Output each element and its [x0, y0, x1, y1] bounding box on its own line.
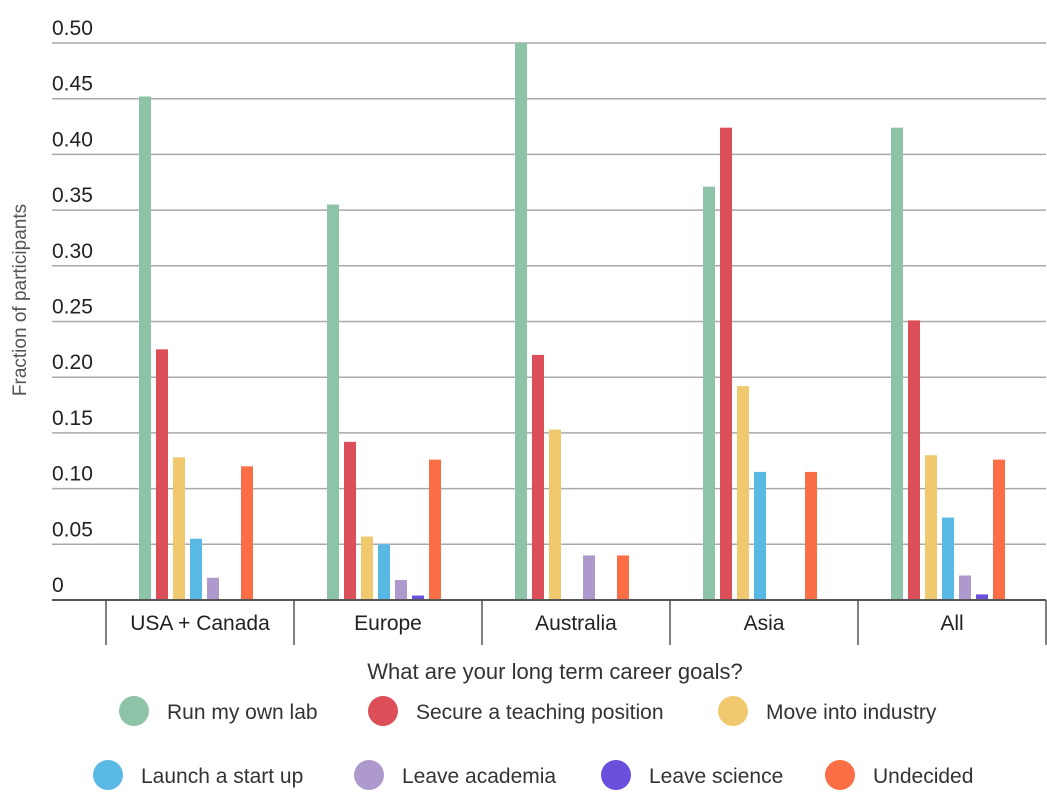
bar: [207, 577, 219, 600]
bar: [720, 127, 732, 600]
legend-swatch: [119, 696, 149, 726]
y-tick-label: 0.20: [52, 351, 93, 374]
bar: [190, 538, 202, 600]
legend-swatch: [93, 760, 123, 790]
legend-swatch: [601, 760, 631, 790]
bar: [395, 579, 407, 600]
bar: [412, 595, 424, 600]
bar: [139, 96, 151, 601]
x-tick-label: All: [940, 612, 963, 635]
bar: [173, 457, 185, 600]
y-tick-label: 0.30: [52, 240, 93, 263]
bar: [532, 354, 544, 600]
bar: [891, 127, 903, 600]
legend-label: Leave academia: [402, 765, 556, 788]
y-tick-label: 0.25: [52, 296, 93, 319]
bar: [156, 349, 168, 600]
y-tick-label: 0.45: [52, 73, 93, 96]
bar: [754, 471, 766, 600]
x-tick-label: Asia: [744, 612, 785, 635]
bar: [737, 386, 749, 600]
legend-swatch: [718, 696, 748, 726]
x-tick-label: Europe: [354, 612, 422, 635]
bar: [993, 459, 1005, 600]
grid-layer: [52, 42, 1046, 546]
legend: Run my own lab Secure a teaching position…: [93, 696, 973, 790]
y-tick-label: 0: [52, 574, 64, 597]
bar: [976, 594, 988, 600]
legend-swatch: [354, 760, 384, 790]
legend-label: Undecided: [873, 765, 973, 788]
y-tick-label: 0.35: [52, 184, 93, 207]
y-tick-label: 0.05: [52, 518, 93, 541]
bar: [617, 555, 629, 600]
legend-label: Launch a start up: [141, 765, 303, 788]
bar: [241, 466, 253, 600]
bar: [378, 544, 390, 600]
bar: [327, 204, 339, 600]
bar: [549, 429, 561, 600]
bar: [959, 575, 971, 600]
x-axis-label: What are your long term career goals?: [367, 659, 742, 684]
bar: [942, 517, 954, 600]
bar: [925, 455, 937, 600]
legend-label: Secure a teaching position: [416, 701, 664, 724]
bar: [583, 555, 595, 600]
y-tick-label: 0.15: [52, 407, 93, 430]
x-tick-label: Australia: [535, 612, 617, 635]
legend-label: Leave science: [649, 765, 783, 788]
axis-layer: 0 0.05 0.10 0.15 0.20 0.25 0.30 0.35 0.40 0.45 0.5…: [52, 17, 1047, 645]
legend-label: Move into industry: [766, 701, 937, 724]
bar: [344, 441, 356, 600]
bar: [805, 471, 817, 600]
legend-label: Run my own lab: [167, 701, 318, 724]
bar: [429, 459, 441, 600]
bar: [908, 320, 920, 600]
y-tick-label: 0.40: [52, 128, 93, 151]
legend-swatch: [368, 696, 398, 726]
y-tick-label: 0.50: [52, 17, 93, 40]
y-axis-label: Fraction of participants: [10, 204, 31, 396]
x-tick-label: USA + Canada: [130, 612, 270, 635]
bar: [703, 186, 715, 600]
bar: [515, 43, 527, 600]
bar: [361, 536, 373, 600]
bar-layer: [139, 43, 1005, 601]
y-tick-label: 0.10: [52, 463, 93, 486]
legend-swatch: [825, 760, 855, 790]
